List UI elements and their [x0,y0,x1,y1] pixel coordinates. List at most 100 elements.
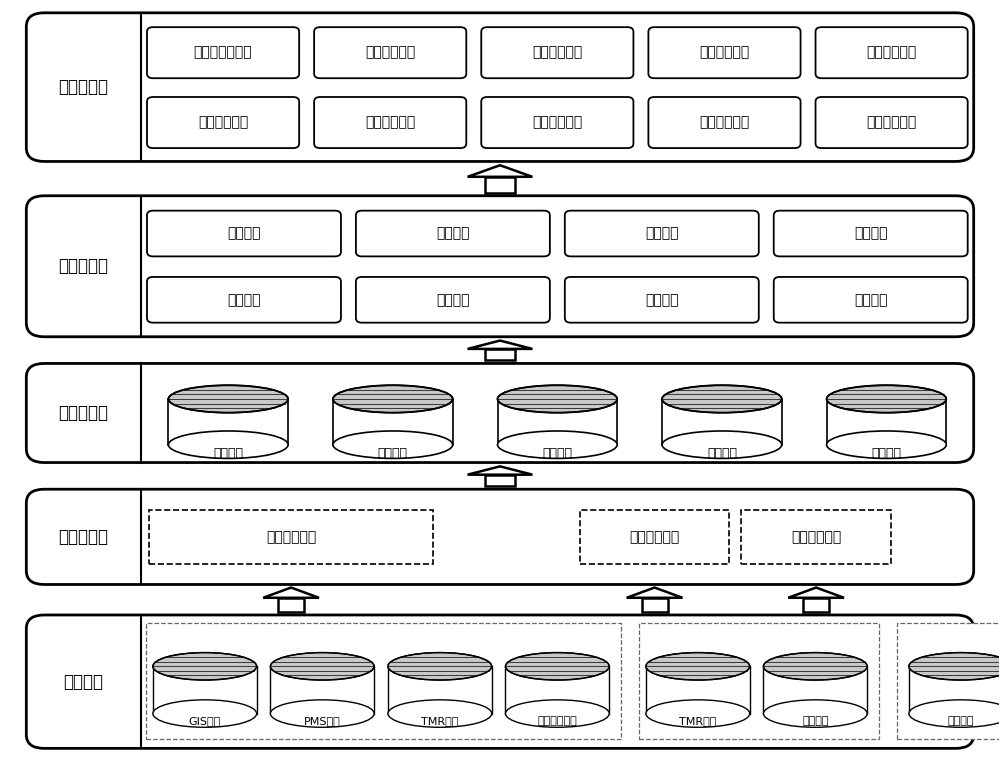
Text: TMR实时: TMR实时 [679,716,716,726]
Text: 架构优化分析: 架构优化分析 [365,46,415,60]
Ellipse shape [763,700,867,728]
Ellipse shape [388,700,492,728]
Text: 档案核对: 档案核对 [436,226,470,240]
Text: 计算服务层: 计算服务层 [59,257,109,275]
FancyBboxPatch shape [648,27,801,78]
FancyBboxPatch shape [481,97,633,148]
Polygon shape [263,588,319,597]
Text: 用电规律趋势: 用电规律趋势 [532,46,582,60]
Text: 地理分布: 地理分布 [854,293,887,307]
Text: 同业对标管理: 同业对标管理 [866,46,917,60]
FancyBboxPatch shape [147,27,299,78]
Text: TMR档案: TMR档案 [421,716,458,726]
Ellipse shape [909,700,1000,728]
Bar [897,623,1000,739]
FancyBboxPatch shape [565,210,759,256]
Ellipse shape [168,386,288,412]
Text: PMS档案: PMS档案 [304,716,341,726]
Bar [485,177,515,193]
Polygon shape [468,467,532,474]
Polygon shape [468,340,532,349]
Text: 数据检索服务: 数据检索服务 [791,530,841,544]
Ellipse shape [270,653,374,680]
Ellipse shape [333,386,453,412]
Bar [278,597,304,612]
FancyBboxPatch shape [648,97,801,148]
Ellipse shape [498,386,617,412]
Text: 拓扑分析: 拓扑分析 [227,226,261,240]
Bar [909,666,1000,714]
FancyBboxPatch shape [26,615,974,748]
Text: 数据抽取服务: 数据抽取服务 [629,530,680,544]
Text: 数据接入层: 数据接入层 [59,528,109,546]
Ellipse shape [505,700,609,728]
Ellipse shape [388,653,492,680]
Text: 供电安全分析: 供电安全分析 [699,46,750,60]
Bar [580,510,729,564]
Bar [639,623,879,739]
Text: 营销用采档案: 营销用采档案 [537,716,577,726]
FancyBboxPatch shape [314,97,466,148]
Ellipse shape [498,431,617,458]
FancyBboxPatch shape [26,489,974,584]
Text: 负荷线损监测: 负荷线损监测 [532,116,582,129]
Bar [827,399,946,444]
Bar [741,510,891,564]
FancyBboxPatch shape [565,277,759,323]
Bar [662,399,782,444]
Text: 融合存储层: 融合存储层 [59,404,109,422]
Bar [333,399,453,444]
Bar [153,666,257,714]
FancyBboxPatch shape [356,277,550,323]
FancyBboxPatch shape [314,27,466,78]
Ellipse shape [909,653,1000,680]
Ellipse shape [168,431,288,458]
FancyBboxPatch shape [816,97,968,148]
Bar [149,510,433,564]
Bar [505,666,609,714]
Ellipse shape [333,431,453,458]
Text: 实时数据: 实时数据 [707,448,737,461]
Text: 数据转换服务: 数据转换服务 [266,530,316,544]
Bar [498,399,617,444]
FancyBboxPatch shape [147,210,341,256]
Bar [642,597,668,612]
Ellipse shape [646,653,750,680]
Bar [388,666,492,714]
FancyBboxPatch shape [26,196,974,337]
FancyBboxPatch shape [816,27,968,78]
FancyBboxPatch shape [774,210,968,256]
Bar [646,666,750,714]
FancyBboxPatch shape [26,363,974,463]
Polygon shape [788,588,844,597]
Bar [168,399,288,444]
Ellipse shape [827,386,946,412]
Text: 数据管理: 数据管理 [645,293,679,307]
Text: 数据分析: 数据分析 [645,226,679,240]
Ellipse shape [763,653,867,680]
Ellipse shape [153,700,257,728]
Text: 配网拓扑: 配网拓扑 [227,293,261,307]
Text: GIS档案: GIS档案 [189,716,221,726]
FancyBboxPatch shape [356,210,550,256]
FancyBboxPatch shape [481,27,633,78]
Bar [803,597,829,612]
Text: 电网拓扑: 电网拓扑 [213,448,243,461]
Text: 电网架构评估: 电网架构评估 [365,116,415,129]
Text: 可监测性评估: 可监测性评估 [198,116,248,129]
Ellipse shape [153,653,257,680]
Ellipse shape [646,700,750,728]
Text: 用采实时: 用采实时 [802,716,829,726]
Bar [485,474,515,487]
Text: 监测有效性分析: 监测有效性分析 [194,46,252,60]
Bar [270,666,374,714]
FancyBboxPatch shape [774,277,968,323]
FancyBboxPatch shape [147,97,299,148]
Text: 电网负载评估: 电网负载评估 [699,116,750,129]
Ellipse shape [270,700,374,728]
Bar [763,666,867,714]
Bar [485,349,515,360]
Text: 业务应用层: 业务应用层 [59,78,109,96]
Ellipse shape [505,653,609,680]
Text: 生产设备: 生产设备 [378,448,408,461]
